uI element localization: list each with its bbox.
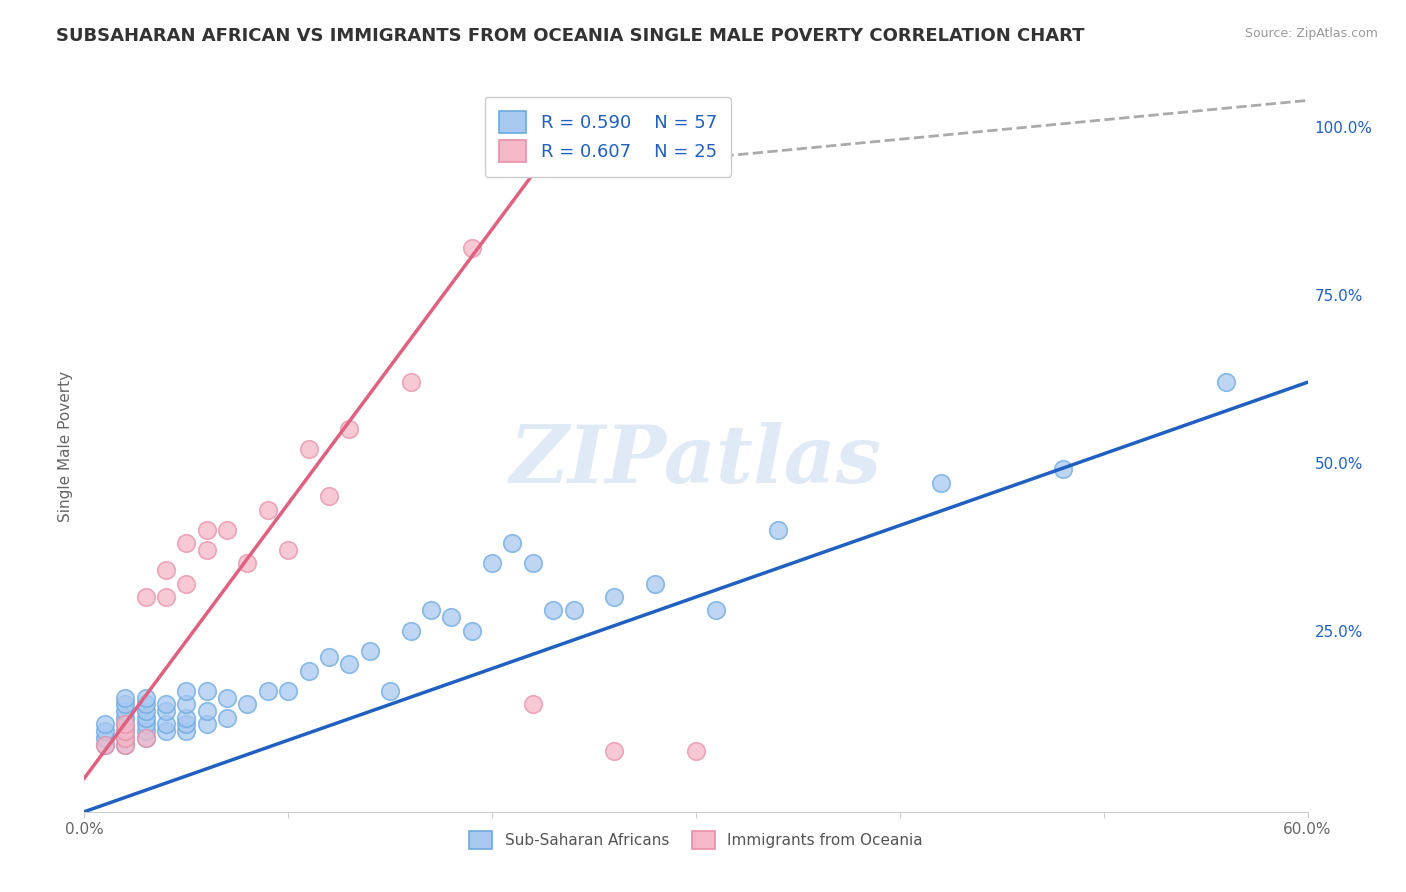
- Point: [135, 704, 157, 718]
- Point: [174, 724, 197, 739]
- Point: [174, 717, 197, 731]
- Point: [766, 523, 789, 537]
- Point: [1052, 462, 1074, 476]
- Point: [93, 731, 115, 745]
- Point: [114, 738, 136, 752]
- Point: [929, 475, 952, 490]
- Point: [135, 731, 157, 745]
- Point: [644, 576, 666, 591]
- Point: [420, 603, 443, 617]
- Point: [562, 603, 585, 617]
- Point: [359, 643, 381, 657]
- Point: [135, 698, 157, 712]
- Point: [155, 590, 177, 604]
- Point: [114, 731, 136, 745]
- Point: [399, 624, 422, 638]
- Point: [195, 684, 218, 698]
- Point: [135, 690, 157, 705]
- Point: [135, 711, 157, 725]
- Point: [257, 502, 280, 516]
- Point: [114, 717, 136, 731]
- Point: [155, 563, 177, 577]
- Point: [174, 576, 197, 591]
- Point: [543, 603, 565, 617]
- Point: [339, 657, 361, 671]
- Point: [522, 698, 544, 712]
- Point: [114, 698, 136, 712]
- Point: [174, 698, 197, 712]
- Y-axis label: Single Male Poverty: Single Male Poverty: [58, 370, 73, 522]
- Point: [318, 650, 340, 665]
- Point: [522, 557, 544, 571]
- Point: [114, 731, 136, 745]
- Point: [257, 684, 280, 698]
- Point: [155, 717, 177, 731]
- Point: [174, 536, 197, 550]
- Point: [236, 698, 259, 712]
- Point: [399, 376, 422, 390]
- Point: [217, 690, 239, 705]
- Point: [298, 664, 321, 678]
- Point: [236, 557, 259, 571]
- Point: [155, 704, 177, 718]
- Point: [135, 717, 157, 731]
- Point: [502, 536, 524, 550]
- Point: [114, 711, 136, 725]
- Legend: Sub-Saharan Africans, Immigrants from Oceania: Sub-Saharan Africans, Immigrants from Oc…: [463, 824, 929, 855]
- Point: [114, 704, 136, 718]
- Point: [481, 557, 503, 571]
- Point: [195, 543, 218, 558]
- Point: [93, 738, 115, 752]
- Point: [339, 422, 361, 436]
- Text: Source: ZipAtlas.com: Source: ZipAtlas.com: [1244, 27, 1378, 40]
- Point: [195, 523, 218, 537]
- Point: [1215, 376, 1237, 390]
- Point: [155, 698, 177, 712]
- Point: [114, 724, 136, 739]
- Point: [135, 724, 157, 739]
- Point: [114, 738, 136, 752]
- Point: [603, 744, 626, 758]
- Point: [706, 603, 728, 617]
- Point: [114, 690, 136, 705]
- Point: [93, 738, 115, 752]
- Point: [174, 684, 197, 698]
- Point: [298, 442, 321, 457]
- Point: [114, 724, 136, 739]
- Point: [114, 717, 136, 731]
- Point: [440, 610, 463, 624]
- Point: [318, 489, 340, 503]
- Point: [277, 684, 299, 698]
- Point: [93, 717, 115, 731]
- Point: [135, 731, 157, 745]
- Point: [217, 523, 239, 537]
- Text: ZIPatlas: ZIPatlas: [510, 422, 882, 500]
- Point: [174, 711, 197, 725]
- Point: [461, 241, 484, 255]
- Point: [195, 704, 218, 718]
- Point: [93, 724, 115, 739]
- Point: [380, 684, 402, 698]
- Point: [135, 590, 157, 604]
- Point: [195, 717, 218, 731]
- Point: [217, 711, 239, 725]
- Text: SUBSAHARAN AFRICAN VS IMMIGRANTS FROM OCEANIA SINGLE MALE POVERTY CORRELATION CH: SUBSAHARAN AFRICAN VS IMMIGRANTS FROM OC…: [56, 27, 1085, 45]
- Point: [461, 624, 484, 638]
- Point: [603, 590, 626, 604]
- Point: [685, 744, 707, 758]
- Point: [277, 543, 299, 558]
- Point: [155, 724, 177, 739]
